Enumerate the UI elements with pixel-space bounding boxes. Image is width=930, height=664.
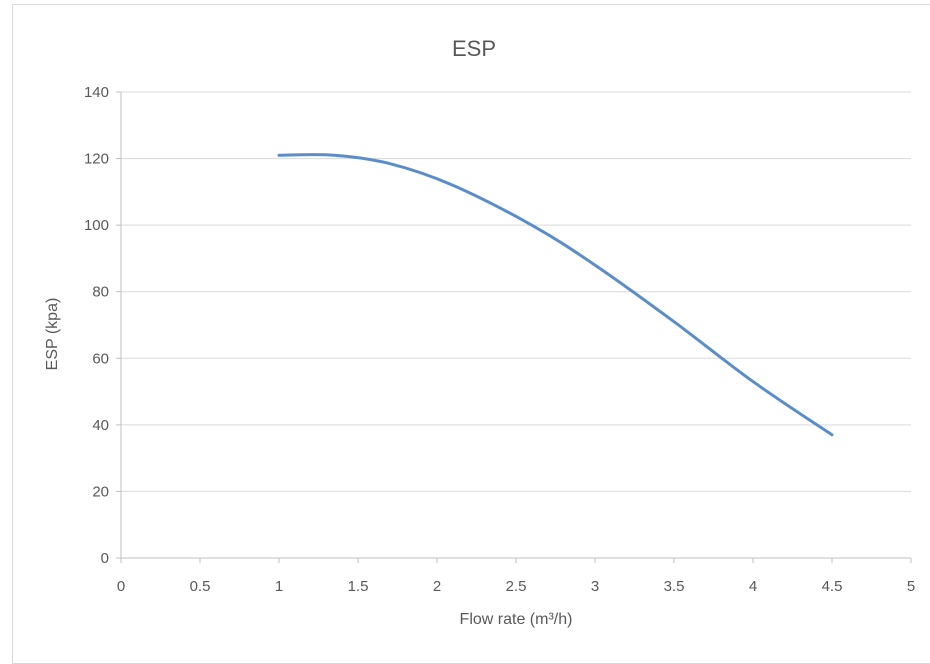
y-tick-label: 120 xyxy=(84,151,109,168)
chart-container: 0 20 40 60 80 100 120 140 0 0.5 1 1.5 2 2.5 3 3.5 4 4.5 5 … xyxy=(12,4,930,664)
tick-labels: 0 20 40 60 80 100 120 140 0 0.5 1 1.5 2 2.5 3 3.5 4 4.5 5 xyxy=(84,84,915,595)
y-tick-label: 20 xyxy=(92,483,109,500)
x-tick-label: 1.5 xyxy=(348,578,369,595)
series-lines xyxy=(277,153,834,437)
y-tick-label: 80 xyxy=(92,284,109,301)
x-tick-label: 3 xyxy=(591,578,599,595)
y-tick-label: 40 xyxy=(92,417,109,434)
x-tick-label: 4.5 xyxy=(822,578,843,595)
x-tick-label: 2 xyxy=(433,578,441,595)
x-tick-label: 0 xyxy=(117,578,125,595)
x-tick-label: 1 xyxy=(275,578,283,595)
y-tick-label: 140 xyxy=(84,84,109,101)
gridlines xyxy=(121,91,911,492)
x-tick-label: 5 xyxy=(907,578,915,595)
axes xyxy=(116,91,912,563)
chart-title: ESP xyxy=(452,36,496,61)
y-tick-label: 0 xyxy=(101,550,109,567)
y-tick-label: 60 xyxy=(92,350,109,367)
x-tick-label: 4 xyxy=(749,578,757,595)
x-axis-label: Flow rate (m³/h) xyxy=(460,611,573,628)
series-line-0 xyxy=(277,153,834,437)
x-tick-label: 0.5 xyxy=(190,578,211,595)
y-tick-label: 100 xyxy=(84,217,109,234)
x-tick-label: 2.5 xyxy=(506,578,527,595)
x-tick-label: 3.5 xyxy=(664,578,685,595)
y-axis-label: ESP (kpa) xyxy=(44,298,61,371)
